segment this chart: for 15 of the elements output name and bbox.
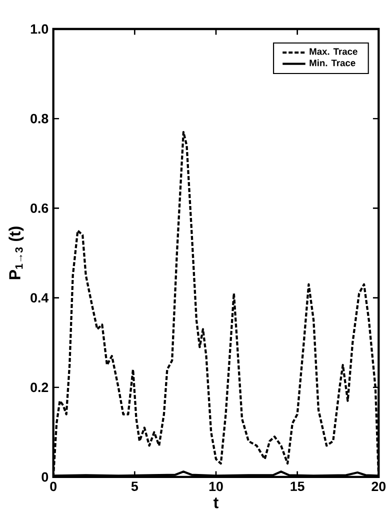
x-tick-label: 10 bbox=[209, 482, 223, 492]
y-tick-label: 0.8 bbox=[30, 114, 48, 124]
y-axis-title: P$_{1→3}$ (t) bbox=[8, 226, 24, 280]
y-tick-label: 0.2 bbox=[30, 382, 48, 392]
legend-label: Max. Trace bbox=[310, 48, 358, 55]
y-tick-label: 1.0 bbox=[30, 24, 48, 34]
x-tick-label: 20 bbox=[372, 482, 386, 492]
y-tick-label: 0.6 bbox=[30, 203, 48, 213]
legend-label: Min. Trace bbox=[310, 59, 356, 66]
y-tick-label: 0 bbox=[42, 472, 48, 482]
x-tick-label: 0 bbox=[50, 482, 57, 492]
x-tick-label: 15 bbox=[290, 482, 304, 491]
x-tick-label: 5 bbox=[131, 482, 138, 491]
y-tick-label: 0.4 bbox=[30, 293, 49, 303]
x-axis-title: t bbox=[214, 498, 218, 508]
